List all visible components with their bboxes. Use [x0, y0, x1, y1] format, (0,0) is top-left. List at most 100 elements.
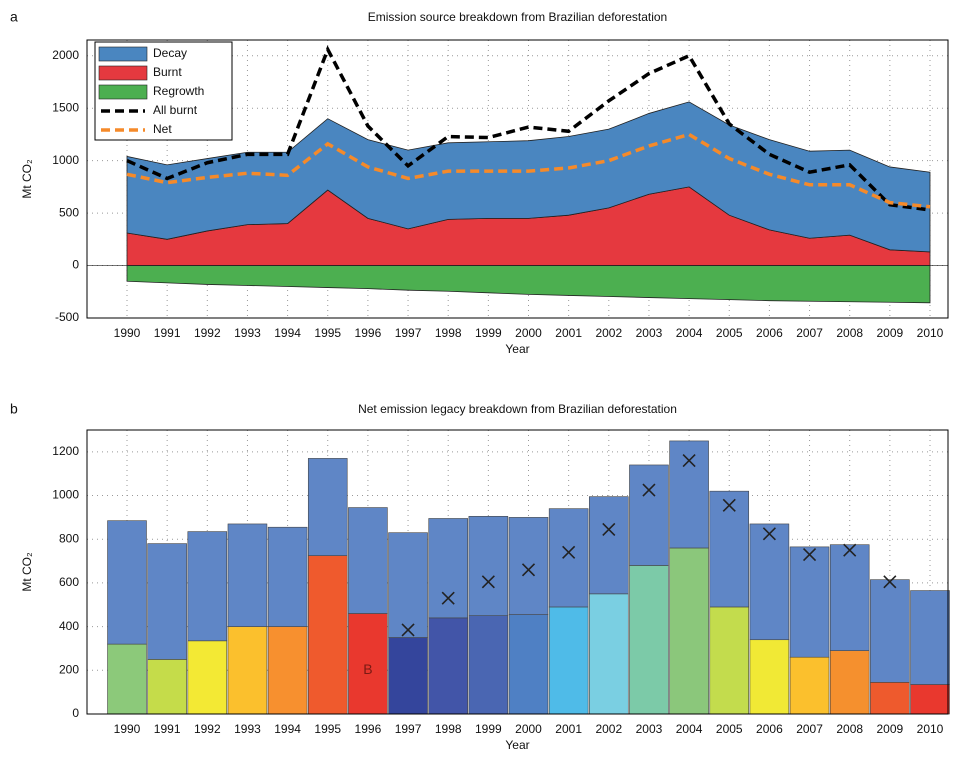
marker [722, 498, 736, 512]
legend-label: Regrowth [153, 84, 204, 98]
x-tick-label: 1998 [435, 326, 462, 340]
chart-title: Net emission legacy breakdown from Brazi… [358, 402, 677, 416]
x-tick-label: 2002 [595, 326, 622, 340]
x-tick-label: 1991 [154, 722, 181, 736]
x-tick-label: 2003 [636, 722, 663, 736]
bar-segment [910, 590, 950, 685]
bar-segment [508, 614, 549, 715]
bar-segment [709, 606, 750, 715]
x-tick-label: 2003 [636, 326, 663, 340]
area [126, 265, 931, 304]
line [126, 132, 931, 209]
x-tick-label: 2000 [515, 326, 542, 340]
bar-segment [589, 593, 629, 715]
legend-label: All burnt [153, 103, 198, 117]
y-tick-label: 1500 [52, 100, 79, 114]
y-tick-label: 1200 [52, 444, 79, 458]
panel-label: b [10, 401, 18, 417]
panel-label: a [10, 9, 18, 25]
y-tick-label: 0 [72, 258, 79, 272]
bar-segment [267, 526, 308, 627]
bar-segment [709, 490, 750, 608]
legend-swatch [98, 46, 148, 62]
x-axis-label: Year [505, 342, 529, 356]
bar-segment [829, 650, 870, 715]
bar-segment [227, 523, 268, 627]
bar-segment [669, 547, 709, 715]
x-tick-label: 2000 [515, 722, 542, 736]
bar-segment [589, 496, 629, 595]
bar-segment [468, 615, 509, 715]
x-tick-label: 1995 [314, 326, 341, 340]
legend: Decay Burnt Regrowth All burnt Net [94, 41, 233, 141]
x-tick-label: 1992 [194, 722, 221, 736]
bar-segment [307, 458, 348, 556]
x-tick-label: 1997 [395, 326, 422, 340]
x-tick-label: 2007 [796, 326, 823, 340]
y-axis-label: Mt CO₂ [20, 552, 34, 592]
x-tick-label: 1990 [114, 326, 141, 340]
x-tick-label: 2010 [917, 722, 944, 736]
bar-segment [629, 565, 669, 715]
x-tick-label: 2009 [876, 722, 903, 736]
bar-segment [267, 626, 308, 715]
marker [441, 591, 455, 605]
x-tick-label: 2008 [836, 326, 863, 340]
area [126, 101, 931, 253]
x-tick-label: 2004 [676, 326, 703, 340]
y-tick-label: 600 [59, 575, 79, 589]
x-tick-label: 2006 [756, 722, 783, 736]
x-tick-label: 2005 [716, 326, 743, 340]
y-tick-label: 0 [72, 706, 79, 720]
x-tick-label: 2002 [595, 722, 622, 736]
bar-segment [388, 637, 428, 715]
x-tick-label: 1997 [395, 722, 422, 736]
y-tick-label: 2000 [52, 48, 79, 62]
x-tick-label: 1994 [274, 722, 301, 736]
y-tick-label: 800 [59, 531, 79, 545]
x-tick-label: 2007 [796, 722, 823, 736]
bar-segment [870, 682, 910, 715]
y-tick-label: 500 [59, 205, 79, 219]
bar-segment [107, 643, 147, 715]
x-tick-label: 1992 [194, 326, 221, 340]
x-tick-label: 2010 [917, 326, 944, 340]
y-tick-label: 1000 [52, 153, 79, 167]
marker [843, 543, 857, 557]
x-tick-label: 2006 [756, 326, 783, 340]
y-tick-label: 200 [59, 662, 79, 676]
marker [642, 483, 656, 497]
x-tick-label: 2005 [716, 722, 743, 736]
x-tick-label: 1996 [355, 722, 382, 736]
marker [481, 575, 495, 589]
marker [802, 547, 817, 562]
bar-segment [548, 508, 589, 608]
bar-segment [147, 659, 187, 715]
x-tick-label: 1999 [475, 326, 502, 340]
marker [562, 545, 576, 559]
bar-segment [147, 543, 187, 660]
bar-segment [789, 546, 830, 658]
bar-segment [428, 617, 468, 715]
x-tick-label: 2009 [876, 326, 903, 340]
y-tick-label: 400 [59, 619, 79, 633]
bar-segment [749, 639, 790, 715]
bar-segment [107, 520, 147, 645]
legend-swatch [98, 65, 148, 81]
bar-segment [669, 440, 709, 549]
marker [682, 454, 696, 468]
bar-segment [870, 579, 910, 683]
bar-segment [187, 531, 228, 642]
annotation: B [363, 661, 372, 677]
x-tick-label: 2001 [555, 722, 582, 736]
bar-segment [388, 532, 428, 638]
x-tick-label: 1998 [435, 722, 462, 736]
marker [602, 522, 616, 536]
legend-label: Burnt [153, 65, 182, 79]
marker [762, 527, 776, 541]
y-tick-label: -500 [55, 310, 79, 324]
chart-title: Emission source breakdown from Brazilian… [368, 10, 667, 24]
bar-segment [749, 523, 790, 641]
bar-segment [508, 517, 549, 615]
line [126, 45, 931, 212]
